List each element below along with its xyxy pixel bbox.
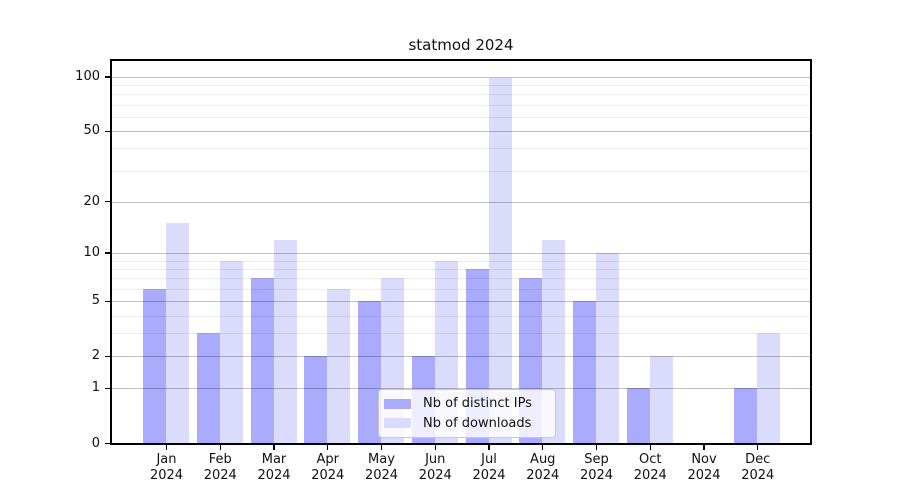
y-tick-label-20: 20 <box>83 193 100 209</box>
x-tick-label-may: May 2024 <box>364 452 399 483</box>
y-tick-100 <box>105 76 110 78</box>
bar-nb-of-downloads-jan <box>166 223 189 445</box>
x-tick-jan <box>165 445 168 450</box>
gridline-major-10 <box>111 252 811 254</box>
x-tick-label-aug: Aug 2024 <box>526 452 560 483</box>
x-tick-apr <box>327 445 329 450</box>
y-tick-2 <box>105 355 110 358</box>
gridline-minor-4 <box>111 315 811 317</box>
x-tick-mar <box>273 445 275 450</box>
chart-title: statmod 2024 <box>408 36 514 54</box>
gridline-minor-6 <box>111 288 811 290</box>
y-tick-label-2: 2 <box>91 348 100 364</box>
y-tick-1 <box>105 387 110 390</box>
legend-label-downloads: Nb of downloads <box>423 415 532 431</box>
gridline-minor-70 <box>111 104 811 106</box>
bar-nb-of-downloads-sep <box>596 252 619 445</box>
gridline-major-2 <box>111 356 811 358</box>
x-tick-label-jan: Jan 2024 <box>149 452 184 483</box>
x-tick-nov <box>703 445 705 450</box>
y-tick-label-50: 50 <box>83 123 100 138</box>
bar-nb-of-distinct-ips-jan <box>143 288 166 445</box>
x-tick-label-jun: Jun 2024 <box>418 452 452 483</box>
gridline-minor-30 <box>111 170 811 172</box>
x-tick-sep <box>595 445 598 450</box>
bar-nb-of-downloads-feb <box>219 260 243 445</box>
bar-nb-of-distinct-ips-feb <box>196 333 220 445</box>
y-tick-label-5: 5 <box>91 293 100 309</box>
y-tick-20 <box>105 201 110 203</box>
gridline-minor-9 <box>111 260 811 262</box>
x-tick-feb <box>219 445 221 450</box>
plot-spine-bottom <box>110 443 812 445</box>
x-tick-label-jul: Jul 2024 <box>472 452 506 483</box>
x-tick-dec <box>757 445 759 450</box>
plot-spine-left <box>110 59 112 445</box>
legend-item-downloads: Nb of downloads <box>384 416 547 431</box>
gridline-minor-60 <box>111 116 811 118</box>
gridline-major-1 <box>111 388 811 390</box>
gridline-minor-90 <box>111 84 811 86</box>
x-tick-label-dec: Dec 2024 <box>741 452 775 483</box>
x-tick-label-nov: Nov 2024 <box>687 452 721 483</box>
bar-nb-of-distinct-ips-sep <box>573 301 596 445</box>
y-tick-label-0: 0 <box>91 435 100 451</box>
gridline-major-5 <box>111 301 811 303</box>
y-tick-50 <box>105 130 110 132</box>
x-tick-label-sep: Sep 2024 <box>579 452 614 483</box>
x-tick-label-mar: Mar 2024 <box>257 452 291 483</box>
x-tick-may <box>380 445 383 450</box>
bar-nb-of-distinct-ips-mar <box>250 278 274 445</box>
bar-nb-of-distinct-ips-may <box>358 301 381 445</box>
x-tick-oct <box>649 445 651 450</box>
gridline-major-100 <box>111 76 811 78</box>
bar-nb-of-distinct-ips-apr <box>304 356 328 445</box>
bar-nb-of-downloads-dec <box>757 333 781 445</box>
bar-nb-of-downloads-mar <box>273 239 297 445</box>
bar-nb-of-downloads-apr <box>327 288 351 445</box>
x-tick-jul <box>488 445 490 450</box>
legend-label-distinct-ips: Nb of distinct IPs <box>423 396 532 412</box>
plot-spine-top <box>110 59 812 61</box>
gridline-minor-80 <box>111 94 811 96</box>
x-tick-label-feb: Feb 2024 <box>203 452 237 483</box>
legend-swatch-downloads <box>384 418 411 429</box>
plot-spine-right <box>810 59 812 445</box>
bar-nb-of-distinct-ips-oct <box>626 388 650 445</box>
gridline-minor-8 <box>111 268 811 270</box>
y-tick-0 <box>105 443 110 445</box>
gridline-minor-40 <box>111 148 811 150</box>
legend-item-distinct-ips: Nb of distinct IPs <box>384 396 547 411</box>
x-tick-label-oct: Oct 2024 <box>633 452 667 483</box>
gridline-major-50 <box>111 131 811 132</box>
y-tick-label-100: 100 <box>75 68 100 84</box>
bar-nb-of-downloads-oct <box>649 356 673 445</box>
bar-nb-of-distinct-ips-dec <box>734 388 758 445</box>
y-tick-5 <box>105 300 110 302</box>
x-tick-jun <box>434 445 436 450</box>
y-tick-label-10: 10 <box>83 244 100 260</box>
legend: Nb of distinct IPs Nb of downloads <box>378 389 556 438</box>
gridline-minor-3 <box>111 333 811 335</box>
gridline-minor-7 <box>111 278 811 280</box>
gridline-major-20 <box>111 201 811 203</box>
y-tick-10 <box>105 252 110 254</box>
x-tick-label-apr: Apr 2024 <box>311 452 345 483</box>
x-tick-aug <box>542 445 544 450</box>
y-tick-label-1: 1 <box>91 380 100 396</box>
legend-swatch-distinct-ips <box>384 398 411 409</box>
bar-nb-of-downloads-jul <box>488 78 512 445</box>
